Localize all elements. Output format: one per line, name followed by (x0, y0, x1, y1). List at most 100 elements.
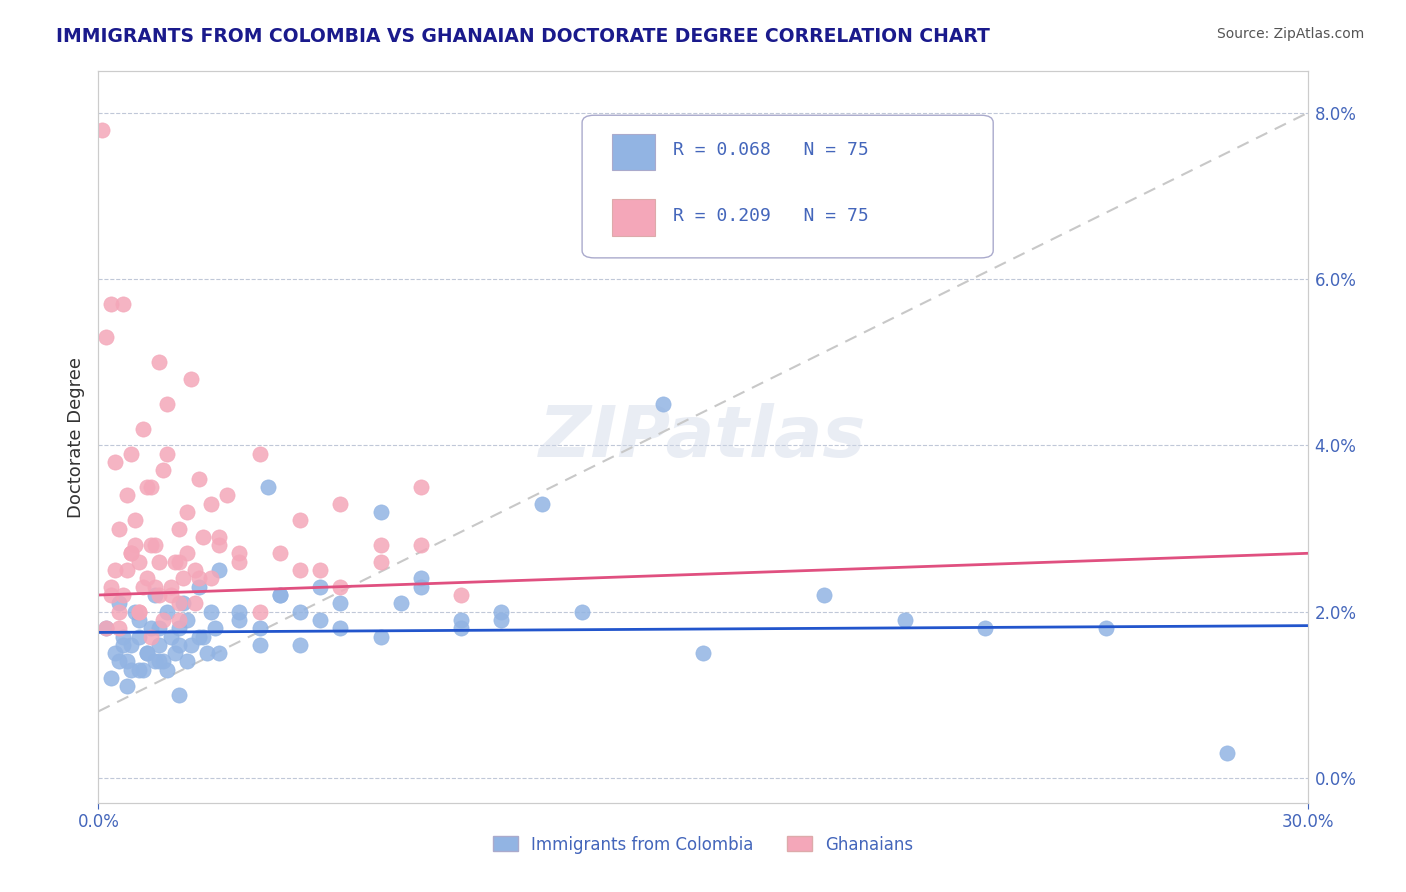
Point (180, 372, 202, 386)
Point (184, 563, 207, 577)
Point (217, 488, 239, 502)
Point (115, 655, 138, 669)
Text: Source: ZipAtlas.com: Source: ZipAtlas.com (1216, 27, 1364, 41)
Point (288, 513, 311, 527)
Point (692, 646, 714, 660)
Point (120, 546, 142, 560)
Point (329, 621, 352, 635)
Point (96, 330, 118, 344)
Point (156, 397, 179, 411)
Point (148, 638, 170, 652)
Point (288, 563, 311, 577)
Point (160, 580, 183, 594)
Point (200, 571, 222, 585)
Point (249, 605, 271, 619)
Point (107, 596, 129, 610)
Point (269, 588, 291, 602)
Point (188, 571, 211, 585)
Point (195, 646, 218, 660)
Point (107, 605, 129, 619)
Point (103, 563, 125, 577)
Point (450, 588, 472, 602)
Point (128, 605, 150, 619)
Point (128, 630, 150, 644)
Point (188, 472, 211, 486)
Point (208, 646, 231, 660)
Point (124, 605, 146, 619)
Point (132, 663, 155, 677)
Point (389, 596, 412, 610)
Point (148, 555, 170, 569)
Point (156, 447, 179, 461)
Point (152, 613, 174, 627)
Point (111, 638, 134, 652)
Point (200, 497, 222, 511)
Point (309, 563, 332, 577)
Point (128, 613, 150, 627)
Point (160, 588, 183, 602)
Point (256, 480, 278, 494)
Point (370, 555, 392, 569)
Point (120, 638, 142, 652)
FancyBboxPatch shape (613, 199, 655, 235)
Text: ZIPatlas: ZIPatlas (540, 402, 866, 472)
Point (188, 630, 211, 644)
FancyBboxPatch shape (582, 115, 993, 258)
Point (1216, 746, 1239, 760)
FancyBboxPatch shape (613, 134, 655, 170)
Point (269, 588, 291, 602)
Point (167, 688, 190, 702)
Point (124, 538, 146, 552)
Point (103, 646, 125, 660)
Point (409, 538, 432, 552)
Point (111, 630, 134, 644)
Point (135, 480, 157, 494)
Point (103, 455, 125, 469)
Point (143, 538, 166, 552)
Point (491, 613, 513, 627)
Point (128, 605, 150, 619)
Point (128, 663, 150, 677)
Point (100, 297, 122, 311)
Point (139, 621, 162, 635)
Point (184, 596, 207, 610)
Point (167, 638, 190, 652)
Point (139, 630, 162, 644)
Point (107, 521, 129, 535)
Point (148, 355, 170, 369)
Point (188, 580, 211, 594)
Point (128, 555, 150, 569)
Point (370, 630, 392, 644)
Point (651, 397, 673, 411)
Point (156, 663, 179, 677)
Point (491, 605, 513, 619)
Point (200, 605, 222, 619)
Point (530, 497, 553, 511)
Point (176, 613, 198, 627)
Point (152, 463, 174, 477)
Point (132, 580, 155, 594)
Point (167, 613, 190, 627)
Point (100, 580, 122, 594)
Point (329, 497, 352, 511)
Point (139, 538, 162, 552)
Point (96, 621, 118, 635)
Point (1095, 621, 1118, 635)
Point (143, 655, 166, 669)
Point (176, 505, 198, 519)
Point (152, 655, 174, 669)
Point (208, 538, 231, 552)
Point (450, 621, 472, 635)
Point (249, 638, 271, 652)
Point (124, 513, 146, 527)
Point (893, 613, 915, 627)
Point (120, 447, 142, 461)
Point (176, 655, 198, 669)
Point (409, 571, 432, 585)
Point (148, 655, 170, 669)
Point (107, 621, 129, 635)
Point (167, 521, 190, 535)
Point (115, 680, 138, 694)
Point (228, 605, 250, 619)
Point (167, 621, 190, 635)
